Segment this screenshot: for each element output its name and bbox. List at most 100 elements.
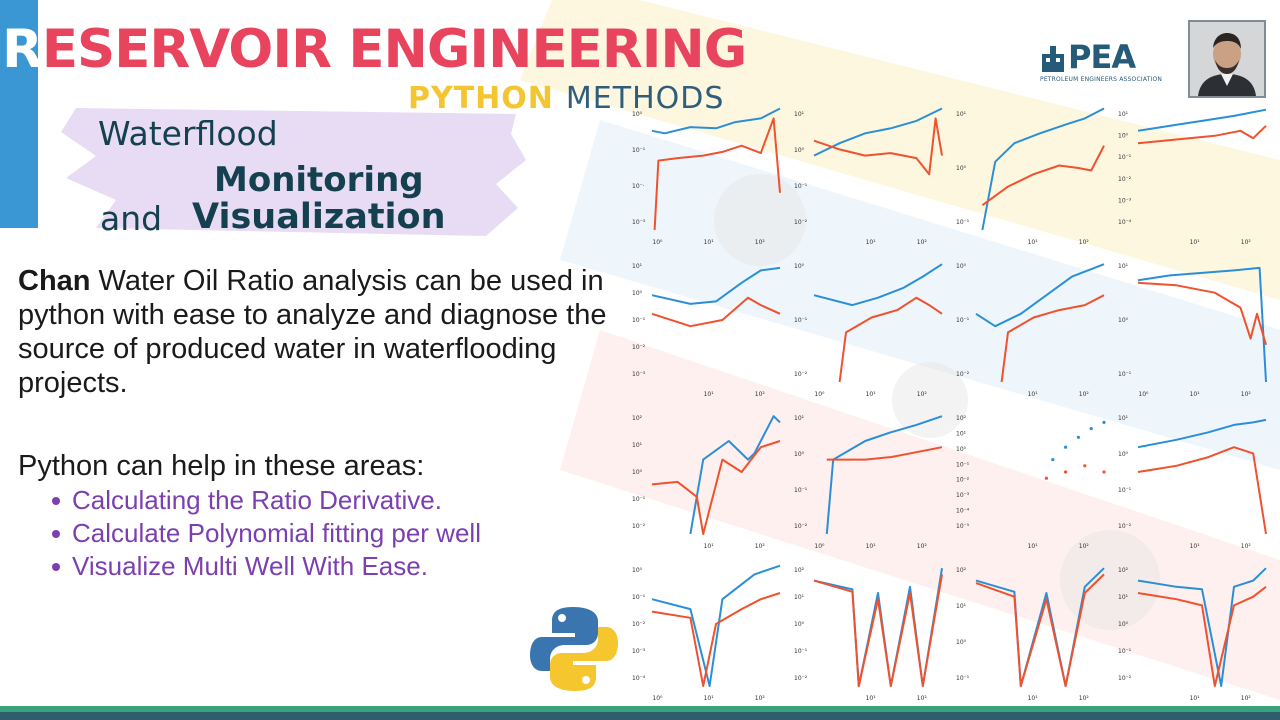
y-tick-label: 10¹	[1118, 111, 1129, 118]
wor-line	[813, 263, 943, 307]
wor-plot-13: 10⁰ 10⁻¹ 10⁻² 10⁻³ 10⁻⁴ 10⁰ 10¹ 10²	[632, 564, 781, 700]
derivative-line	[1137, 125, 1267, 145]
derivative-point	[1083, 464, 1087, 468]
areas-list: Calculating the Ratio Derivative. Calcul…	[52, 484, 574, 583]
y-tick-label: 10⁻¹	[632, 147, 646, 154]
wor-line	[975, 263, 1105, 328]
x-tick-label: 10¹	[1028, 239, 1039, 246]
y-tick-label: 10⁻¹	[632, 317, 646, 324]
y-tick-label: 10⁰	[632, 567, 643, 574]
x-tick-label: 10⁰	[652, 695, 663, 700]
y-tick-label: 10⁻¹	[632, 496, 646, 503]
x-tick-label: 10²	[755, 391, 766, 398]
derivative-line	[651, 592, 781, 687]
x-tick-label: 10¹	[866, 239, 877, 246]
y-tick-label: 10⁻⁴	[956, 508, 970, 515]
y-tick-label: 10¹	[632, 442, 643, 449]
y-tick-label: 10⁻²	[1118, 675, 1132, 682]
derivative-line	[1137, 586, 1267, 687]
title-rest: ESERVOIR ENGINEERING	[41, 19, 747, 80]
y-tick-label: 10¹	[794, 111, 805, 118]
y-tick-label: 10⁻²	[1118, 176, 1132, 183]
wor-point	[1102, 420, 1106, 424]
wor-plot-2: 10¹ 10⁰ 10⁻¹ 10⁻² 10¹ 10²	[794, 107, 943, 246]
python-logo-icon	[530, 607, 618, 691]
y-tick-label: 10⁻¹	[956, 675, 970, 682]
list-item: Calculating the Ratio Derivative.	[52, 484, 574, 517]
wor-line	[1137, 567, 1267, 687]
wor-plot-5: 10¹ 10⁰ 10⁻¹ 10⁻² 10⁻³ 10¹ 10²	[632, 263, 781, 398]
list-item: Calculate Polynomial fitting per well	[52, 517, 574, 550]
y-tick-label: 10⁰	[794, 621, 805, 628]
wor-line	[651, 564, 781, 687]
x-tick-label: 10²	[917, 239, 928, 246]
wor-plot-7: 10⁰ 10⁻¹ 10⁻² 10¹ 10²	[956, 263, 1105, 398]
x-tick-label: 10¹	[1028, 695, 1039, 700]
derivative-line	[1000, 294, 1105, 383]
pea-logo-text: PEA	[1068, 38, 1136, 76]
x-tick-label: 10²	[1079, 543, 1090, 550]
x-tick-label: 10¹	[1190, 239, 1201, 246]
wor-point	[1089, 427, 1093, 431]
derivative-line	[651, 296, 781, 328]
footer-bar-dark	[0, 712, 1280, 720]
x-tick-label: 10⁰	[1138, 391, 1149, 398]
pea-logo: PEA PETROLEUM ENGINEERS ASSOCIATION	[1040, 38, 1162, 90]
y-tick-label: 10¹	[1118, 263, 1129, 270]
y-tick-label: 10⁻³	[1118, 197, 1132, 204]
derivative-line	[813, 574, 943, 687]
y-tick-label: 10⁰	[632, 111, 643, 118]
y-tick-label: 10⁰	[956, 639, 967, 646]
x-tick-label: 10²	[917, 543, 928, 550]
author-photo	[1188, 20, 1266, 98]
y-tick-label: 10⁻²	[632, 344, 646, 351]
wor-plot-11: 10² 10¹ 10⁰ 10⁻¹ 10⁻² 10⁻³ 10⁻⁴ 10⁻⁵ 10¹ 10²	[956, 415, 1106, 550]
pea-logo-icon	[1042, 46, 1064, 72]
y-tick-label: 10⁰	[1118, 133, 1129, 140]
derivative-line	[1137, 281, 1267, 346]
wor-line	[1137, 108, 1267, 132]
wor-plot-3: 10¹ 10⁰ 10⁻¹ 10¹ 10²	[956, 107, 1105, 246]
intro-rest: Water Oil Ratio analysis can be used in …	[18, 265, 607, 399]
y-tick-label: 10²	[1118, 567, 1129, 574]
y-tick-label: 10²	[956, 415, 967, 422]
y-tick-label: 10⁻²	[794, 523, 808, 530]
x-tick-label: 10²	[917, 391, 928, 398]
x-tick-label: 10²	[1241, 391, 1252, 398]
x-tick-label: 10²	[1241, 695, 1252, 700]
y-tick-label: 10⁻¹	[1118, 371, 1132, 378]
wor-plot-4: 10¹ 10⁰ 10⁻¹ 10⁻² 10⁻³ 10⁻⁴ 10¹ 10²	[1118, 108, 1267, 246]
y-tick-label: 10⁰	[794, 147, 805, 154]
wor-plot-14: 10² 10¹ 10⁰ 10⁻¹ 10⁻² 10¹ 10²	[794, 567, 943, 700]
y-tick-label: 10⁻¹	[1118, 154, 1132, 161]
wor-plot-12: 10¹ 10⁰ 10⁻¹ 10⁻² 10¹ 10²	[1118, 415, 1267, 550]
y-tick-label: 10⁻³	[632, 648, 646, 655]
derivative-line	[653, 117, 781, 231]
y-tick-label: 10⁻⁵	[956, 523, 970, 530]
y-tick-label: 10⁻³	[956, 492, 970, 499]
y-tick-label: 10⁰	[956, 263, 967, 270]
y-tick-label: 10⁰	[632, 469, 643, 476]
y-tick-label: 10¹	[956, 111, 967, 118]
pea-logo-subtitle: PETROLEUM ENGINEERS ASSOCIATION	[1040, 76, 1163, 83]
derivative-line	[1137, 446, 1267, 535]
y-tick-label: 10⁻²	[1118, 523, 1132, 530]
x-tick-label: 10¹	[704, 239, 715, 246]
intro-paragraph: Chan Water Oil Ratio analysis can be use…	[18, 264, 613, 400]
y-tick-label: 10⁻¹	[794, 317, 808, 324]
y-tick-label: 10⁻⁴	[1118, 219, 1132, 226]
y-tick-label: 10⁰	[956, 165, 967, 172]
y-tick-label: 10⁻²	[794, 675, 808, 682]
wor-point	[1064, 445, 1068, 449]
wor-plot-10: 10¹ 10⁰ 10⁻¹ 10⁻² 10⁰ 10¹ 10²	[794, 415, 943, 550]
y-tick-label: 10⁻¹	[956, 219, 970, 226]
x-tick-label: 10¹	[1190, 695, 1201, 700]
wor-line	[689, 415, 781, 535]
wor-point	[1076, 435, 1080, 439]
subtitle-python: PYTHON	[408, 81, 554, 116]
y-tick-label: 10⁻²	[632, 621, 646, 628]
x-tick-label: 10²	[755, 239, 766, 246]
derivative-line	[826, 446, 943, 461]
x-tick-label: 10²	[1079, 391, 1090, 398]
